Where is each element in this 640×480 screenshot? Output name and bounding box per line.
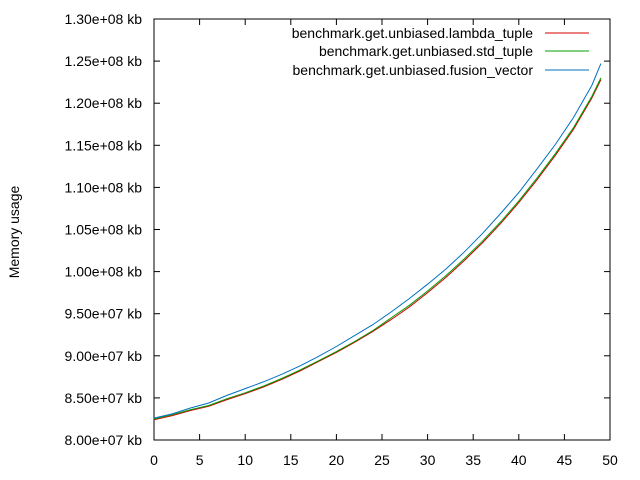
x-tick-label: 15 [283,452,299,468]
series-line-std-tuple [153,77,602,420]
y-tick-label: 1.05e+08 kb [65,222,143,238]
series-line-lambda-tuple [153,79,602,421]
x-tick-label: 45 [557,452,573,468]
legend-entry-lambda-tuple: benchmark.get.unbiased.lambda_tuple [292,25,589,41]
y-tick-label: 8.50e+07 kb [65,390,143,406]
y-tick-label: 9.50e+07 kb [65,306,143,322]
y-tick-label: 1.25e+08 kb [65,53,143,69]
plot-frame [153,18,611,441]
x-tick-label: 35 [465,452,481,468]
x-axis-tick-labels: 0 5 10 15 20 25 30 35 40 45 50 [150,452,618,468]
legend-label-lambda-tuple: benchmark.get.unbiased.lambda_tuple [292,25,533,41]
y-tick-label: 1.30e+08 kb [65,11,143,27]
x-tick-label: 50 [602,452,618,468]
x-tick-label: 40 [511,452,527,468]
axis-ticks [153,18,611,441]
x-tick-label: 5 [196,452,204,468]
y-tick-label: 1.00e+08 kb [65,264,143,280]
legend-entry-fusion-vector: benchmark.get.unbiased.fusion_vector [293,62,589,78]
legend: benchmark.get.unbiased.lambda_tuple benc… [292,25,589,78]
x-tick-label: 20 [329,452,345,468]
x-tick-label: 25 [374,452,390,468]
y-tick-label: 1.15e+08 kb [65,137,143,153]
y-axis-tick-labels: 8.00e+07 kb 8.50e+07 kb 9.00e+07 kb 9.50e+0… [65,11,143,448]
y-axis-title: Memory usage [6,185,22,278]
legend-label-std-tuple: benchmark.get.unbiased.std_tuple [319,43,533,59]
y-tick-label: 1.10e+08 kb [65,179,143,195]
y-tick-label: 8.00e+07 kb [65,432,143,448]
series-line-fusion-vector [153,63,602,419]
y-tick-label: 1.20e+08 kb [65,95,143,111]
x-tick-label: 10 [237,452,253,468]
x-tick-label: 30 [420,452,436,468]
legend-label-fusion-vector: benchmark.get.unbiased.fusion_vector [293,62,534,78]
series-lines [153,63,602,421]
y-tick-label: 9.00e+07 kb [65,348,143,364]
x-tick-label: 0 [150,452,158,468]
legend-entry-std-tuple: benchmark.get.unbiased.std_tuple [319,43,589,59]
